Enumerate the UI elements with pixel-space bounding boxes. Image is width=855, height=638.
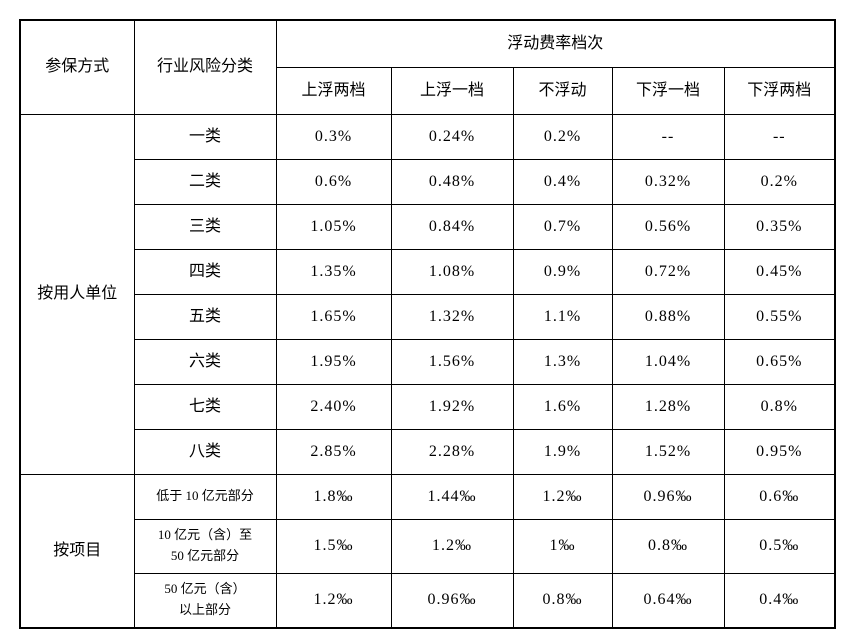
value-cell: 0.55%	[723, 293, 836, 340]
method-cell-employer: 按用人单位	[19, 113, 135, 475]
value-cell: --	[723, 113, 836, 160]
value-cell: 1.65%	[275, 293, 392, 340]
header-tier-2: 上浮一档	[390, 66, 514, 115]
value-cell: 2.28%	[390, 428, 514, 475]
header-risk-col: 行业风险分类	[133, 19, 277, 115]
header-rate-group: 浮动费率档次	[275, 19, 836, 68]
category-cell: 七类	[133, 383, 277, 430]
table-row: 四类 1.35% 1.08% 0.9% 0.72% 0.45%	[20, 248, 836, 295]
value-cell: 0.8‰	[611, 518, 725, 574]
header-row-tiers: 上浮两档 上浮一档 不浮动 下浮一档 下浮两档	[20, 66, 836, 115]
header-row-top: 参保方式 行业风险分类 浮动费率档次	[19, 19, 836, 115]
value-cell: 1.5‰	[275, 518, 392, 574]
value-cell: 1.08%	[390, 248, 514, 295]
category-cell: 四类	[133, 248, 277, 295]
category-cell: 八类	[133, 428, 277, 475]
value-cell: 1.52%	[611, 428, 725, 475]
value-cell: 1.9%	[512, 428, 613, 475]
table-row: 按用人单位 一类 0.3% 0.24% 0.2% -- --	[19, 113, 836, 475]
table-row: 10 亿元（含）至 50 亿元部分 1.5‰ 1.2‰ 1‰ 0.8‰ 0.5‰	[20, 518, 836, 574]
table-row: 七类 2.40% 1.92% 1.6% 1.28% 0.8%	[20, 383, 836, 430]
value-cell: 1.6%	[512, 383, 613, 430]
value-cell: 1.35%	[275, 248, 392, 295]
value-cell: 0.32%	[611, 158, 725, 205]
value-cell: 1.8‰	[275, 473, 392, 520]
header-tier-1: 上浮两档	[275, 66, 392, 115]
category-cell: 六类	[133, 338, 277, 385]
value-cell: 1.2‰	[512, 473, 613, 520]
category-cell: 二类	[133, 158, 277, 205]
category-cell: 一类	[133, 113, 277, 160]
value-cell: 0.95%	[723, 428, 836, 475]
table-row: 二类 0.6% 0.48% 0.4% 0.32% 0.2%	[20, 158, 836, 205]
category-cell: 五类	[133, 293, 277, 340]
value-cell: 0.5‰	[723, 518, 836, 574]
value-cell: 0.4%	[512, 158, 613, 205]
header-tier-5: 下浮两档	[723, 66, 836, 115]
header-tier-3: 不浮动	[512, 66, 613, 115]
value-cell: 1.95%	[275, 338, 392, 385]
value-cell: 0.6%	[275, 158, 392, 205]
value-cell: 0.8%	[723, 383, 836, 430]
value-cell: 0.8‰	[512, 572, 613, 629]
table-row: 三类 1.05% 0.84% 0.7% 0.56% 0.35%	[20, 203, 836, 250]
value-cell: 1.04%	[611, 338, 725, 385]
table-row: 五类 1.65% 1.32% 1.1% 0.88% 0.55%	[20, 293, 836, 340]
table-row: 六类 1.95% 1.56% 1.3% 1.04% 0.65%	[20, 338, 836, 385]
value-cell: 0.35%	[723, 203, 836, 250]
value-cell: 2.85%	[275, 428, 392, 475]
value-cell: 0.3%	[275, 113, 392, 160]
value-cell: 0.96‰	[390, 572, 514, 629]
category-cell: 10 亿元（含）至 50 亿元部分	[133, 518, 277, 574]
value-cell: 2.40%	[275, 383, 392, 430]
value-cell: 0.9%	[512, 248, 613, 295]
value-cell: 0.84%	[390, 203, 514, 250]
value-cell: 1.56%	[390, 338, 514, 385]
value-cell: 0.88%	[611, 293, 725, 340]
value-cell: 0.6‰	[723, 473, 836, 520]
value-cell: --	[611, 113, 725, 160]
table-body: 按用人单位 一类 0.3% 0.24% 0.2% -- -- 二类 0.6% 0.48% 0.4% 0…	[19, 113, 836, 629]
header-tier-4: 下浮一档	[611, 66, 725, 115]
value-cell: 0.72%	[611, 248, 725, 295]
value-cell: 0.2%	[723, 158, 836, 205]
value-cell: 0.45%	[723, 248, 836, 295]
value-cell: 0.65%	[723, 338, 836, 385]
header-method-col: 参保方式	[19, 19, 135, 115]
value-cell: 1.3%	[512, 338, 613, 385]
value-cell: 0.4‰	[723, 572, 836, 629]
category-cell: 低于 10 亿元部分	[133, 473, 277, 520]
value-cell: 1.92%	[390, 383, 514, 430]
value-cell: 0.56%	[611, 203, 725, 250]
floating-rate-table: 参保方式 行业风险分类 浮动费率档次 上浮两档 上浮一档 不浮动 下浮一档 下浮两档 按…	[19, 19, 837, 629]
value-cell: 1.32%	[390, 293, 514, 340]
value-cell: 0.96‰	[611, 473, 725, 520]
value-cell: 1.2‰	[390, 518, 514, 574]
value-cell: 1.44‰	[390, 473, 514, 520]
value-cell: 0.2%	[512, 113, 613, 160]
category-cell: 50 亿元（含） 以上部分	[133, 572, 277, 629]
value-cell: 0.64‰	[611, 572, 725, 629]
value-cell: 1‰	[512, 518, 613, 574]
category-cell: 三类	[133, 203, 277, 250]
table-row: 八类 2.85% 2.28% 1.9% 1.52% 0.95%	[20, 428, 836, 475]
value-cell: 1.28%	[611, 383, 725, 430]
value-cell: 1.05%	[275, 203, 392, 250]
value-cell: 0.48%	[390, 158, 514, 205]
value-cell: 0.7%	[512, 203, 613, 250]
value-cell: 0.24%	[390, 113, 514, 160]
table-header: 参保方式 行业风险分类 浮动费率档次 上浮两档 上浮一档 不浮动 下浮一档 下浮两档	[19, 19, 836, 115]
table-row: 按项目 低于 10 亿元部分 1.8‰ 1.44‰ 1.2‰ 0.96‰ 0.6‰	[19, 473, 836, 629]
value-cell: 1.2‰	[275, 572, 392, 629]
value-cell: 1.1%	[512, 293, 613, 340]
method-cell-project: 按项目	[19, 473, 135, 629]
table-row: 50 亿元（含） 以上部分 1.2‰ 0.96‰ 0.8‰ 0.64‰ 0.4‰	[20, 572, 836, 629]
